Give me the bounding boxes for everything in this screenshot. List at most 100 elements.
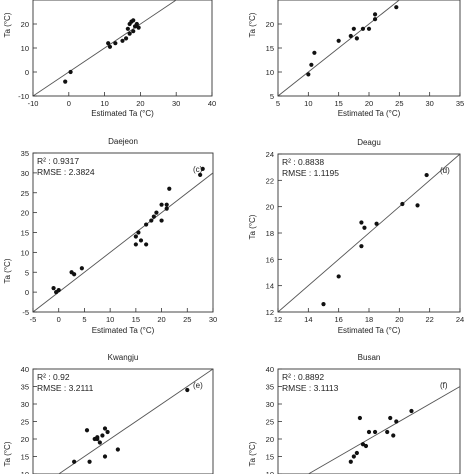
panel-label: (c): [193, 165, 203, 174]
y-tick-label: 20: [21, 20, 29, 29]
data-point: [366, 429, 372, 435]
data-point: [144, 222, 149, 227]
data-point: [359, 244, 364, 249]
data-point: [79, 266, 84, 271]
data-point: [97, 440, 102, 445]
y-tick-label: 40: [266, 365, 274, 374]
y-tick-label: 30: [266, 400, 274, 409]
y-tick-label: 30: [21, 400, 29, 409]
y-axis-title: Ta (°C): [248, 441, 257, 466]
panel-label: (d): [440, 166, 450, 175]
data-point: [185, 387, 190, 393]
x-axis-title: Estimated Ta (°C): [338, 326, 401, 335]
data-point: [409, 408, 414, 414]
x-tick-label: 24: [456, 315, 464, 324]
data-point: [362, 225, 367, 230]
data-point: [131, 18, 136, 23]
data-point: [133, 242, 138, 247]
y-tick-label: 24: [266, 150, 274, 159]
chart-panel-4: 12 14 16 18 20 22 24 12 14 16 18 20 22 24 Deagu (d) R² :…: [248, 138, 464, 335]
data-point: [388, 415, 393, 421]
y-tick-label: -10: [18, 92, 29, 101]
chart-title: Daejeon: [108, 137, 138, 146]
data-point: [100, 433, 105, 438]
y-tick-label: 20: [266, 203, 274, 212]
y-axis-title: Ta (°C): [3, 258, 12, 283]
y-axis-title: Ta (°C): [248, 214, 257, 239]
y-tick-label: 14: [266, 282, 274, 291]
chart-title: Kwangju: [108, 353, 139, 362]
y-tick-label: 18: [266, 229, 274, 238]
y-tick-label: 30: [21, 169, 29, 178]
data-point: [149, 218, 154, 223]
x-tick-label: 5: [82, 315, 86, 324]
y-tick-label: 10: [266, 470, 274, 474]
data-point: [348, 459, 353, 464]
x-axis-title: Estimated Ta (°C): [338, 109, 401, 118]
chart-title: Deagu: [357, 138, 381, 147]
y-tick-label: 35: [266, 383, 274, 392]
fit-line: [33, 0, 178, 96]
y-tick-label: 15: [266, 44, 274, 53]
r-squared-label: R² : 0.8838: [282, 157, 324, 167]
plot-frame: [32, 0, 213, 97]
panel-label: (e): [193, 381, 203, 390]
data-point: [127, 31, 132, 36]
data-point: [164, 206, 169, 211]
data-point: [136, 230, 141, 235]
data-point: [120, 38, 125, 43]
data-point: [360, 26, 366, 31]
data-point: [359, 220, 364, 225]
r-squared-label: R² : 0.8892: [282, 372, 324, 382]
x-tick-label: 30: [425, 99, 433, 108]
y-tick-label: 25: [21, 418, 29, 427]
data-point: [372, 17, 378, 22]
y-axis-title: Ta (°C): [3, 12, 12, 37]
r-squared-label: R² : 0.92: [37, 372, 70, 382]
data-point: [56, 288, 61, 293]
x-tick-label: 18: [365, 315, 373, 324]
y-axis-title: Ta (°C): [248, 12, 257, 37]
y-axis-title: Ta (°C): [3, 441, 12, 466]
data-point: [394, 419, 399, 424]
fit-line: [33, 172, 213, 312]
y-tick-label: 5: [25, 268, 29, 277]
data-point: [415, 203, 420, 208]
chart-panel-2: 5 10 15 20 5 10 15 20 25 30 35 Ta (°C) Estimated Ta …: [248, 0, 464, 118]
data-point: [138, 238, 144, 243]
fit-line: [308, 385, 460, 474]
rmse-label: RMSE : 1.1195: [282, 168, 339, 178]
x-tick-label: 30: [209, 315, 217, 324]
fit-line: [278, 154, 460, 312]
data-point: [106, 41, 111, 46]
r-squared-label: R² : 0.9317: [37, 156, 79, 166]
data-point: [200, 166, 205, 171]
x-tick-label: 0: [67, 99, 71, 108]
data-point: [391, 433, 396, 438]
y-tick-label: 10: [21, 248, 29, 257]
x-tick-label: 30: [172, 99, 180, 108]
data-point: [354, 450, 359, 456]
x-tick-label: 40: [208, 99, 216, 108]
data-point: [167, 186, 172, 191]
y-tick-label: 25: [266, 418, 274, 427]
y-tick-label: 20: [21, 435, 29, 444]
x-tick-label: 14: [304, 315, 312, 324]
data-point: [164, 202, 169, 207]
y-tick-label: 15: [21, 453, 29, 462]
x-axis-title: Estimated Ta (°C): [91, 109, 154, 118]
data-point: [123, 36, 129, 41]
y-tick-label: 40: [21, 365, 29, 374]
data-point: [372, 429, 378, 435]
data-point: [151, 214, 156, 219]
data-point: [144, 242, 149, 247]
y-tick-label: 20: [266, 20, 274, 29]
x-tick-label: 10: [304, 99, 312, 108]
data-point: [424, 172, 429, 178]
y-tick-label: 25: [21, 189, 29, 198]
data-point: [136, 25, 141, 30]
data-point: [102, 426, 108, 431]
y-tick-label: 10: [21, 44, 29, 53]
